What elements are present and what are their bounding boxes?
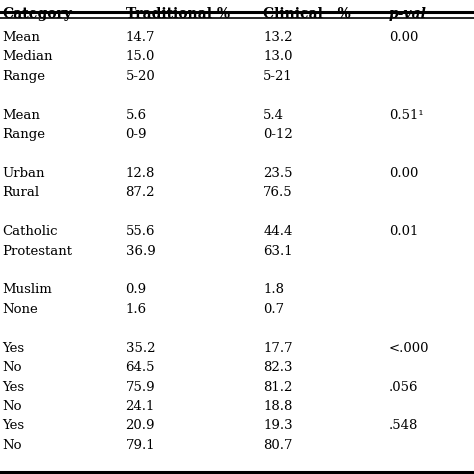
Text: 15.0: 15.0 — [126, 50, 155, 63]
Text: 36.9: 36.9 — [126, 245, 155, 257]
Text: 87.2: 87.2 — [126, 186, 155, 199]
Text: No: No — [2, 400, 22, 413]
Text: 13.0: 13.0 — [263, 50, 292, 63]
Text: 0-12: 0-12 — [263, 128, 293, 141]
Text: 75.9: 75.9 — [126, 381, 155, 393]
Text: Range: Range — [2, 70, 46, 82]
Text: Urban: Urban — [2, 167, 45, 180]
Text: Protestant: Protestant — [2, 245, 73, 257]
Text: 23.5: 23.5 — [263, 167, 292, 180]
Text: Traditional %: Traditional % — [126, 7, 230, 21]
Text: Category: Category — [2, 7, 72, 21]
Text: 0.9: 0.9 — [126, 283, 147, 296]
Text: 5-20: 5-20 — [126, 70, 155, 82]
Text: 64.5: 64.5 — [126, 361, 155, 374]
Text: None: None — [2, 303, 38, 316]
Text: Mean: Mean — [2, 109, 40, 121]
Text: 80.7: 80.7 — [263, 439, 292, 452]
Text: Yes: Yes — [2, 381, 25, 393]
Text: 18.8: 18.8 — [263, 400, 292, 413]
Text: 1.6: 1.6 — [126, 303, 147, 316]
Text: Yes: Yes — [2, 342, 25, 355]
Text: 35.2: 35.2 — [126, 342, 155, 355]
Text: 13.2: 13.2 — [263, 31, 292, 44]
Text: Catholic: Catholic — [2, 225, 58, 238]
Text: 0.00: 0.00 — [389, 31, 418, 44]
Text: 82.3: 82.3 — [263, 361, 292, 374]
Text: 81.2: 81.2 — [263, 381, 292, 393]
Text: 24.1: 24.1 — [126, 400, 155, 413]
Text: Muslim: Muslim — [2, 283, 52, 296]
Text: 20.9: 20.9 — [126, 419, 155, 432]
Text: Mean: Mean — [2, 31, 40, 44]
Text: 17.7: 17.7 — [263, 342, 293, 355]
Text: 14.7: 14.7 — [126, 31, 155, 44]
Text: 55.6: 55.6 — [126, 225, 155, 238]
Text: .056: .056 — [389, 381, 418, 393]
Text: 1.8: 1.8 — [263, 283, 284, 296]
Text: 0.00: 0.00 — [389, 167, 418, 180]
Text: 5.4: 5.4 — [263, 109, 284, 121]
Text: 0.7: 0.7 — [263, 303, 284, 316]
Text: 0-9: 0-9 — [126, 128, 147, 141]
Text: 5.6: 5.6 — [126, 109, 147, 121]
Text: Yes: Yes — [2, 419, 25, 432]
Text: 44.4: 44.4 — [263, 225, 292, 238]
Text: .548: .548 — [389, 419, 418, 432]
Text: Median: Median — [2, 50, 53, 63]
Text: 5-21: 5-21 — [263, 70, 293, 82]
Text: 12.8: 12.8 — [126, 167, 155, 180]
Text: Rural: Rural — [2, 186, 39, 199]
Text: 63.1: 63.1 — [263, 245, 293, 257]
Text: 19.3: 19.3 — [263, 419, 293, 432]
Text: No: No — [2, 439, 22, 452]
Text: <.000: <.000 — [389, 342, 429, 355]
Text: 0.01: 0.01 — [389, 225, 418, 238]
Text: 76.5: 76.5 — [263, 186, 293, 199]
Text: 0.51¹: 0.51¹ — [389, 109, 423, 121]
Text: p-val: p-val — [389, 7, 427, 21]
Text: No: No — [2, 361, 22, 374]
Text: Range: Range — [2, 128, 46, 141]
Text: Clinical   %: Clinical % — [263, 7, 351, 21]
Text: 79.1: 79.1 — [126, 439, 155, 452]
